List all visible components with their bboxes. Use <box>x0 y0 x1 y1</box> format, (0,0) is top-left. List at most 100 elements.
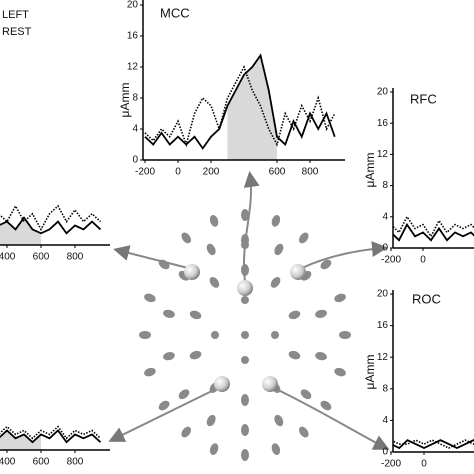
electrode <box>271 331 279 339</box>
y-tick-label: 8 <box>132 93 138 104</box>
y-tick-label: 0 <box>132 155 138 166</box>
spheres <box>184 264 306 392</box>
chart-title: RFC <box>410 91 437 106</box>
shade-group <box>227 55 277 160</box>
electrode <box>298 232 309 244</box>
electrode <box>181 232 192 244</box>
electrode <box>271 215 281 227</box>
electrode <box>241 394 249 406</box>
x-tick-label: 0 <box>420 255 426 266</box>
series-line <box>144 65 336 148</box>
electrode <box>274 243 284 256</box>
y-tick-label: 12 <box>127 62 139 73</box>
y-tick-label: 0 <box>382 243 388 254</box>
series-line <box>0 216 102 235</box>
electrode <box>274 414 284 427</box>
electrode <box>144 293 156 303</box>
chart-title: ROC <box>412 291 441 306</box>
series-line <box>393 222 474 242</box>
x-tick-label: 600 <box>33 457 50 468</box>
plot-area <box>0 204 102 245</box>
y-tick-label: 8 <box>382 180 388 191</box>
y-tick-label: 4 <box>382 415 388 426</box>
electrode <box>209 215 219 227</box>
x-tick-label: 400 <box>0 252 16 263</box>
electrode <box>288 350 301 360</box>
electrode <box>189 350 202 360</box>
shade-group <box>0 217 41 245</box>
electrode <box>181 426 192 438</box>
y-tick-label: 8 <box>382 383 388 394</box>
series-line <box>393 439 474 449</box>
chart-title: MCC <box>160 5 190 20</box>
plot-area <box>393 439 474 450</box>
y-tick-label: 20 <box>127 0 139 11</box>
x-tick-label: 800 <box>67 457 84 468</box>
arrow <box>113 245 189 269</box>
electrode <box>334 367 346 377</box>
electrode <box>241 209 249 221</box>
electrode <box>158 400 170 411</box>
electrode <box>206 243 216 256</box>
electrode <box>271 443 281 455</box>
electrode <box>189 310 202 320</box>
x-tick-label: 600 <box>269 167 286 178</box>
plot-area <box>0 425 102 450</box>
y-tick-label: 20 <box>377 289 389 300</box>
electrode <box>320 259 332 270</box>
electrode <box>241 449 249 461</box>
arrow <box>301 241 388 269</box>
electrode <box>298 426 309 438</box>
x-tick-label: 0 <box>421 459 427 470</box>
electrode <box>163 352 175 361</box>
electrode <box>209 443 219 455</box>
source-sphere <box>214 376 230 392</box>
electrode <box>211 331 219 339</box>
y-tick-label: 20 <box>377 87 389 98</box>
electrode <box>270 277 281 288</box>
electrode <box>241 296 249 304</box>
electrode <box>178 389 190 400</box>
electrode <box>163 309 175 318</box>
x-tick-label: -200 <box>135 167 155 178</box>
electrode <box>139 331 151 339</box>
source-sphere <box>237 280 253 296</box>
y-tick-label: 12 <box>377 149 389 160</box>
electrode <box>288 310 301 320</box>
source-sphere <box>290 264 306 280</box>
y-tick-label: 4 <box>382 211 388 222</box>
y-axis-label: μAmm <box>118 83 132 118</box>
x-tick-label: 400 <box>0 457 16 468</box>
x-tick-label: 600 <box>33 252 50 263</box>
shade-group <box>0 430 41 450</box>
x-tick-label: 800 <box>302 167 319 178</box>
legend-entry: REST <box>2 26 32 38</box>
series-line <box>144 53 336 150</box>
series-line <box>0 204 102 232</box>
arrow <box>273 387 390 450</box>
shaded-window <box>0 217 41 245</box>
electrode <box>241 331 249 339</box>
y-tick-label: 16 <box>127 31 139 42</box>
x-tick-label: -200 <box>381 255 401 266</box>
arrow <box>243 171 260 283</box>
shaded-window <box>0 430 41 450</box>
electrode <box>144 367 156 377</box>
y-axis-label: μAmm <box>363 355 377 390</box>
plot-area <box>393 215 474 242</box>
sensor-diagram <box>139 209 351 461</box>
source-sphere <box>262 376 278 392</box>
series-line <box>393 439 474 450</box>
electrode <box>334 293 346 303</box>
y-tick-label: 4 <box>132 124 138 135</box>
electrode <box>300 389 312 400</box>
arrows <box>108 171 390 450</box>
electrode <box>241 356 249 364</box>
arrow <box>108 387 219 442</box>
x-tick-label: 800 <box>67 252 84 263</box>
line-chart: LEFT REST 400 600 800 <box>0 9 110 263</box>
